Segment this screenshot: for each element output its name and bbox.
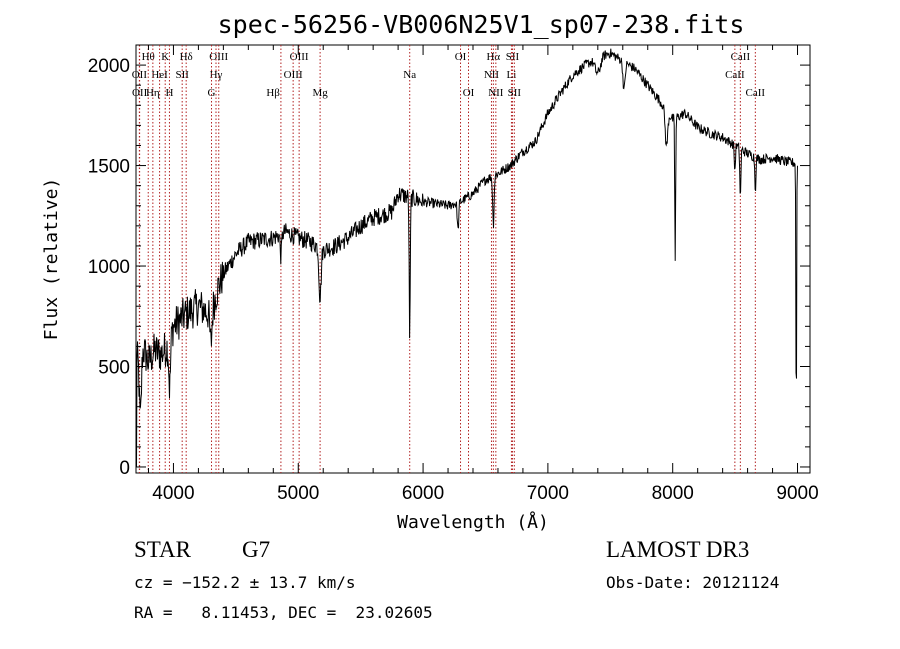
object-subclass: G7	[242, 537, 271, 562]
spectral-line-label: SII	[508, 87, 522, 99]
y-axis-label: Flux (relative)	[41, 178, 62, 341]
survey-name: LAMOST DR3	[606, 537, 750, 562]
y-tick-label: 500	[98, 358, 130, 379]
spectral-line-label: OIII	[290, 51, 309, 63]
spectral-line-label: Mg	[312, 87, 328, 99]
redshift-velocity: cz = −152.2 ± 13.7 km/s	[134, 573, 356, 592]
coordinates: RA = 8.11453, DEC = 23.02605	[134, 603, 433, 622]
spectral-line-label: OI	[455, 51, 467, 63]
x-tick-label: 8000	[652, 483, 694, 504]
spectral-line-label: NII	[488, 87, 504, 99]
spectral-line-label: SII	[175, 69, 189, 81]
spectral-line-label: Hη	[146, 87, 160, 99]
x-tick-label: 6000	[402, 483, 444, 504]
spectral-line-label: Hα	[486, 51, 500, 63]
object-class: STAR	[134, 537, 191, 562]
spectral-line-label: Na	[403, 69, 416, 81]
y-tick-label: 1500	[88, 157, 130, 178]
spectral-line-label: Hγ	[210, 69, 223, 81]
spectral-line-label: Li	[507, 69, 517, 81]
spectral-line-label: Hθ	[142, 51, 155, 63]
x-tick-label: 7000	[527, 483, 569, 504]
spectral-line-label: OIII	[284, 69, 303, 81]
x-tick-label: 5000	[277, 483, 319, 504]
spectral-line-label: NII	[484, 69, 500, 81]
plot-frame	[135, 44, 811, 474]
spectral-line-label: CaII	[746, 87, 766, 99]
spectral-line-label: H	[165, 87, 173, 99]
x-axis-label: Wavelength (Å)	[397, 511, 549, 533]
spectral-line-label: G	[208, 87, 216, 99]
chart-title: spec-56256-VB006N25V1_sp07-238.fits	[218, 10, 745, 39]
x-tick-label: 4000	[152, 483, 194, 504]
observation-date: Obs-Date: 20121124	[606, 573, 780, 592]
spectral-line-label: HeI	[151, 69, 168, 81]
spectrum-line	[136, 48, 798, 468]
spectral-line-label: OII	[132, 69, 148, 81]
spectral-line-label: SII	[506, 51, 520, 63]
spectral-line-label: OI	[463, 87, 475, 99]
spectral-line-label: Hβ	[266, 87, 280, 99]
spectral-line-label: Hδ	[180, 51, 193, 63]
y-tick-label: 0	[119, 458, 130, 479]
x-tick-label: 9000	[776, 483, 818, 504]
spectral-line-label: CaII	[725, 69, 745, 81]
y-tick-label: 2000	[88, 56, 130, 77]
spectral-line-label: K	[161, 51, 169, 63]
y-tick-label: 1000	[88, 257, 130, 278]
spectral-line-label: OIII	[209, 51, 228, 63]
spectral-line-label: CaII	[731, 51, 751, 63]
spectral-line-label: OII	[132, 87, 148, 99]
